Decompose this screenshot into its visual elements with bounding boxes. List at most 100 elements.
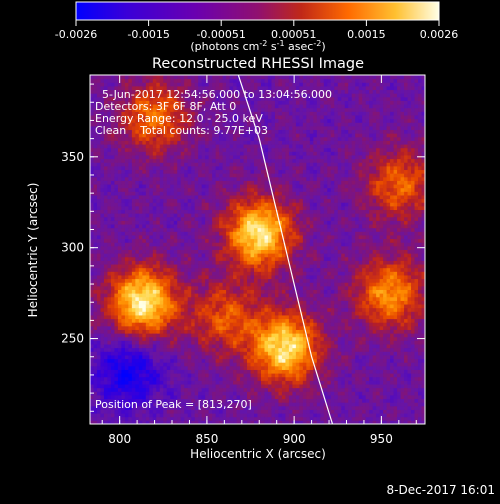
image-pixel xyxy=(223,329,227,333)
image-pixel xyxy=(111,359,115,363)
image-pixel xyxy=(212,369,216,373)
image-pixel xyxy=(264,177,268,181)
image-pixel xyxy=(258,224,262,228)
image-pixel xyxy=(128,279,132,283)
image-pixel xyxy=(163,79,167,83)
image-pixel xyxy=(181,311,185,315)
image-pixel xyxy=(261,188,265,192)
image-pixel xyxy=(216,213,220,217)
image-pixel xyxy=(268,308,272,312)
image-pixel xyxy=(244,388,248,392)
image-pixel xyxy=(251,275,255,279)
image-pixel xyxy=(128,79,132,83)
image-pixel xyxy=(195,191,199,195)
image-pixel xyxy=(268,344,272,348)
image-pixel xyxy=(177,293,181,297)
image-pixel xyxy=(219,231,223,235)
image-pixel xyxy=(251,100,255,104)
image-pixel xyxy=(100,199,104,203)
image-pixel xyxy=(258,250,262,254)
image-pixel xyxy=(244,348,248,352)
image-pixel xyxy=(163,82,167,86)
image-pixel xyxy=(191,173,195,177)
image-pixel xyxy=(100,228,104,232)
image-pixel xyxy=(188,180,192,184)
image-pixel xyxy=(202,388,206,392)
image-pixel xyxy=(209,322,213,326)
image-pixel xyxy=(205,224,209,228)
image-pixel xyxy=(230,75,234,79)
image-pixel xyxy=(261,257,265,261)
image-pixel xyxy=(114,384,118,388)
image-pixel xyxy=(156,220,160,224)
image-pixel xyxy=(100,166,104,170)
image-pixel xyxy=(198,195,202,199)
image-pixel xyxy=(146,275,150,279)
image-pixel xyxy=(188,359,192,363)
image-pixel xyxy=(209,137,213,141)
image-pixel xyxy=(125,242,129,246)
image-pixel xyxy=(149,311,153,315)
image-pixel xyxy=(251,188,255,192)
colorbar-tick-label: -0.0015 xyxy=(127,28,169,41)
image-pixel xyxy=(174,286,178,290)
image-pixel xyxy=(195,210,199,214)
image-pixel xyxy=(223,344,227,348)
image-pixel xyxy=(261,340,265,344)
image-pixel xyxy=(139,79,143,83)
image-pixel xyxy=(170,173,174,177)
image-pixel xyxy=(216,144,220,148)
image-pixel xyxy=(146,362,150,366)
image-pixel xyxy=(167,373,171,377)
image-pixel xyxy=(181,300,185,304)
image-pixel xyxy=(195,242,199,246)
image-pixel xyxy=(212,293,216,297)
image-pixel xyxy=(216,242,220,246)
image-pixel xyxy=(104,413,108,417)
image-pixel xyxy=(163,388,167,392)
image-pixel xyxy=(167,231,171,235)
image-pixel xyxy=(128,159,132,163)
image-pixel xyxy=(212,351,216,355)
image-pixel xyxy=(160,366,164,370)
image-pixel xyxy=(93,213,97,217)
image-pixel xyxy=(184,228,188,232)
image-pixel xyxy=(198,304,202,308)
image-pixel xyxy=(139,359,143,363)
image-pixel xyxy=(191,235,195,239)
image-pixel xyxy=(128,151,132,155)
image-pixel xyxy=(247,311,251,315)
image-pixel xyxy=(195,329,199,333)
image-pixel xyxy=(219,417,223,421)
image-pixel xyxy=(90,235,94,239)
image-pixel xyxy=(191,82,195,86)
image-pixel xyxy=(261,348,265,352)
image-pixel xyxy=(128,293,132,297)
image-pixel xyxy=(205,329,209,333)
image-pixel xyxy=(240,195,244,199)
image-pixel xyxy=(226,359,230,363)
image-pixel xyxy=(146,250,150,254)
image-pixel xyxy=(240,384,244,388)
image-pixel xyxy=(174,388,178,392)
image-pixel xyxy=(188,159,192,163)
image-pixel xyxy=(100,279,104,283)
image-pixel xyxy=(205,188,209,192)
image-pixel xyxy=(170,384,174,388)
image-pixel xyxy=(184,253,188,257)
image-pixel xyxy=(149,275,153,279)
image-pixel xyxy=(104,195,108,199)
image-pixel xyxy=(240,199,244,203)
image-pixel xyxy=(230,329,234,333)
image-pixel xyxy=(104,231,108,235)
image-pixel xyxy=(90,275,94,279)
image-pixel xyxy=(233,275,237,279)
image-pixel xyxy=(160,246,164,250)
image-pixel xyxy=(184,388,188,392)
image-pixel xyxy=(188,275,192,279)
image-pixel xyxy=(191,380,195,384)
image-pixel xyxy=(254,188,258,192)
image-pixel xyxy=(247,250,251,254)
image-pixel xyxy=(184,188,188,192)
image-pixel xyxy=(244,239,248,243)
